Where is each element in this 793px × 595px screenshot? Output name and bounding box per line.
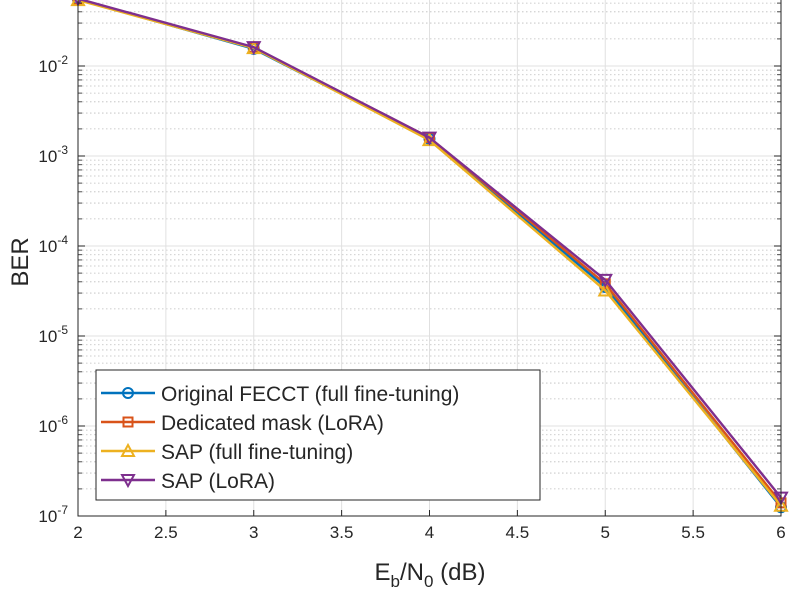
legend-swatch-marker <box>122 387 134 399</box>
legend-entry: Dedicated mask (LoRA) <box>101 412 384 435</box>
data-point <box>597 282 613 297</box>
x-tick-label: 6 <box>776 523 785 542</box>
x-tick-label: 5.5 <box>681 523 705 542</box>
legend: Original FECCT (full fine-tuning) Dedicat… <box>95 369 541 501</box>
legend-entry: Original FECCT (full fine-tuning) <box>101 383 459 406</box>
legend-label: Original FECCT (full fine-tuning) <box>161 383 459 406</box>
x-tick-label: 5 <box>601 523 610 542</box>
y-tick-label: 10-6 <box>38 413 68 436</box>
legend-swatch-marker <box>120 442 136 457</box>
legend-label: Dedicated mask (LoRA) <box>161 412 384 435</box>
y-tick-labels: 10-7 10-6 10-5 10-4 10-3 10-2 <box>38 53 68 526</box>
x-tick-labels: 2 2.5 3 3.5 4 4.5 5 5.5 6 <box>73 523 785 542</box>
y-tick-label: 10-4 <box>38 233 68 256</box>
ticks <box>77 2 782 517</box>
x-tick-label: 2.5 <box>154 523 178 542</box>
legend-label: SAP (LoRA) <box>161 470 275 493</box>
legend-entry: SAP (full fine-tuning) <box>101 441 353 464</box>
y-tick-label: 10-2 <box>38 53 68 76</box>
y-axis-label: BER <box>7 237 34 286</box>
x-tick-label: 4 <box>425 523 434 542</box>
x-tick-label: 3.5 <box>330 523 354 542</box>
x-label-sub2: 0 <box>424 572 433 591</box>
x-tick-label: 4.5 <box>506 523 530 542</box>
y-tick-label: 10-7 <box>38 503 68 526</box>
legend-box <box>95 369 541 501</box>
x-tick-label: 3 <box>249 523 258 542</box>
x-label-tail: (dB) <box>433 559 485 586</box>
legend-entry: SAP (LoRA) <box>101 470 275 493</box>
x-label-mid: /N <box>400 559 424 586</box>
data-point <box>246 41 262 56</box>
series-line <box>78 0 782 499</box>
series-layer <box>70 0 789 514</box>
y-tick-label: 10-5 <box>38 323 68 346</box>
legend-label: SAP (full fine-tuning) <box>161 441 353 464</box>
series-4 <box>74 0 789 506</box>
x-label-main: E <box>375 559 391 586</box>
legend-swatch-marker <box>122 416 134 428</box>
x-tick-label: 2 <box>73 523 82 542</box>
data-point <box>597 273 613 288</box>
data-point <box>421 131 438 146</box>
x-label-sub1: b <box>391 572 400 591</box>
legend-swatch-marker <box>120 474 136 489</box>
x-axis-label: Eb/N0 (dB) <box>375 559 486 591</box>
y-tick-label: 10-3 <box>38 143 68 166</box>
